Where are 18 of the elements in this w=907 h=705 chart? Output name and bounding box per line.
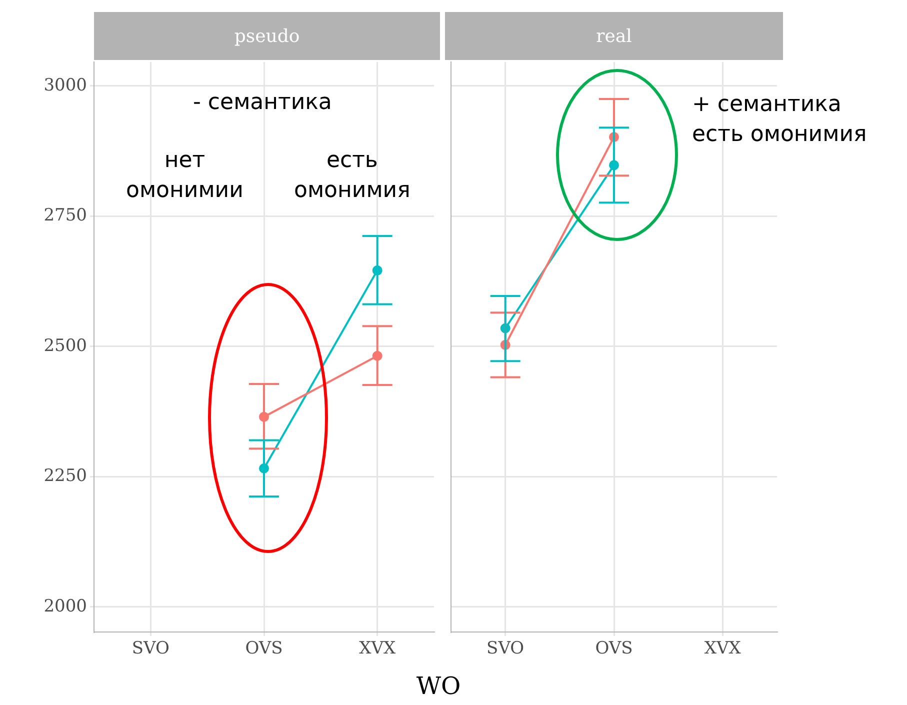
chart-title: pseudo (94, 12, 440, 60)
annotation: нет омонимии (126, 147, 244, 205)
x-tick-label: OVS (245, 638, 283, 659)
x-tick-label: XVX (359, 638, 396, 659)
annotation: - семантика (193, 89, 332, 117)
y-tick-label: 2000 (44, 596, 87, 616)
y-tick-label: 2750 (44, 206, 87, 226)
y-tick-label: 3000 (44, 75, 87, 96)
annotation: + семантика есть омонимия (692, 91, 867, 149)
annotation: есть омонимия (294, 147, 410, 205)
y-tick-label: 2500 (44, 336, 87, 356)
x-axis-title: WO (415, 672, 462, 700)
x-tick-label: SVO (486, 638, 524, 659)
x-tick-label: XVX (704, 638, 742, 659)
x-tick-label: SVO (132, 638, 170, 659)
x-tick-label: OVS (595, 638, 633, 659)
y-tick-label: 2250 (44, 466, 87, 486)
chart-title: real (445, 12, 783, 60)
